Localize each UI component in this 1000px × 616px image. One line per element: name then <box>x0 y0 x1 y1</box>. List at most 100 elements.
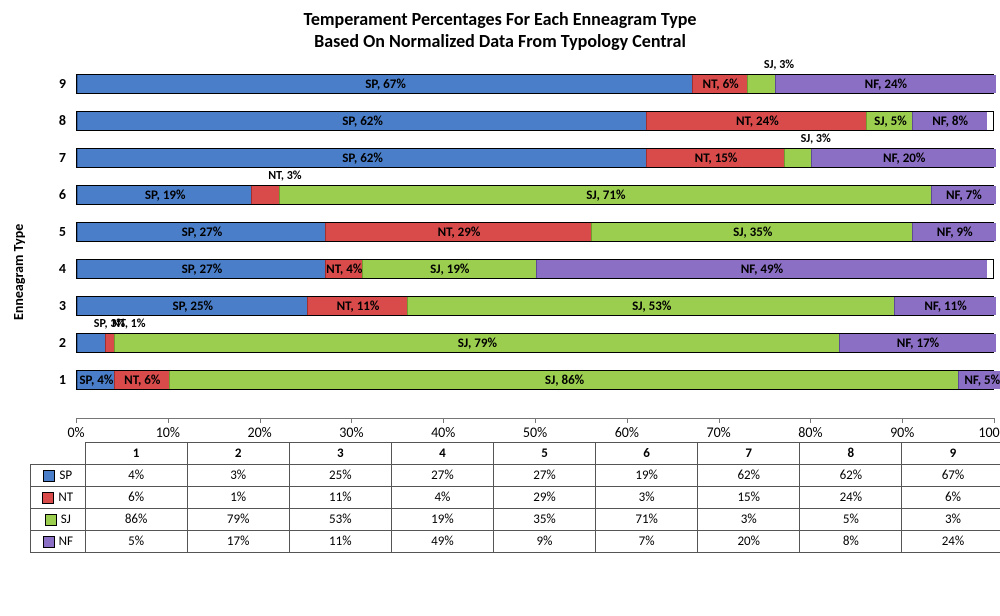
table-cell-SP-1: 4% <box>85 465 187 487</box>
bar-row-8: SP, 62%NT, 24%SJ, 5%NF, 8% <box>76 111 994 131</box>
bar-seg-5-NF: NF, 9% <box>912 223 996 241</box>
bar-seg-5-SJ: SJ, 35% <box>591 223 913 241</box>
bar-row-2: SJ, 79%NF, 17% <box>76 333 994 353</box>
y-tick-4: 4 <box>40 260 66 277</box>
legend-swatch-SP <box>43 470 55 482</box>
y-tick-6: 6 <box>40 186 66 203</box>
bar-seg-9-SJ <box>747 75 776 93</box>
table-cell-NF-2: 17% <box>187 531 289 553</box>
table-cell-SP-3: 25% <box>289 465 391 487</box>
x-tick-label-90: 90% <box>890 424 914 441</box>
bar-row-5: SP, 27%NT, 29%SJ, 35%NF, 9% <box>76 222 994 242</box>
legend-swatch-NF <box>43 536 55 548</box>
bar-seg-3-NF: NF, 11% <box>894 297 996 315</box>
bar-seg-7-SP: SP, 62% <box>77 149 647 167</box>
bar-row-9: SP, 67%NT, 6%NF, 24% <box>76 74 994 94</box>
table-cell-NF-6: 7% <box>596 531 698 553</box>
table-cell-NT-8: 24% <box>800 487 902 509</box>
x-tick-label-80: 80% <box>798 424 822 441</box>
y-tick-2: 2 <box>40 334 66 351</box>
bar-row-6: SP, 19% SJ, 71%NF, 7% <box>76 185 994 205</box>
table-cell-NT-3: 11% <box>289 487 391 509</box>
table-cell-SP-6: 19% <box>596 465 698 487</box>
table-cell-NT-2: 1% <box>187 487 289 509</box>
bar-seg-7-NT: NT, 15% <box>646 149 785 167</box>
bar-seg-8-NF: NF, 8% <box>912 112 986 130</box>
table-row-head-NF: NF <box>31 531 86 553</box>
x-tick-label-50: 50% <box>523 424 547 441</box>
bar-seg-6-NT <box>251 186 280 204</box>
bar-seg-6-SJ: SJ, 71% <box>279 186 932 204</box>
x-tick-mark-20 <box>260 418 261 423</box>
table-cell-SJ-3: 53% <box>289 509 391 531</box>
x-tick-mark-0 <box>76 418 77 423</box>
table-col-5: 5 <box>493 443 595 465</box>
table-cell-SJ-2: 79% <box>187 509 289 531</box>
x-tick-mark-90 <box>902 418 903 423</box>
bar-seg-4-NF: NF, 49% <box>536 260 987 278</box>
bar-seg-9-SP: SP, 67% <box>77 75 693 93</box>
x-tick-mark-10 <box>168 418 169 423</box>
table-col-3: 3 <box>289 443 391 465</box>
bar-outlabel-7-SJ: SJ, 3% <box>801 132 831 146</box>
x-tick-mark-30 <box>351 418 352 423</box>
table-cell-NT-9: 6% <box>902 487 1000 509</box>
bar-seg-2-SJ: SJ, 79% <box>114 334 840 352</box>
bar-row-4: SP, 27%NT, 4%SJ, 19%NF, 49% <box>76 259 994 279</box>
bar-outlabel-9-SJ: SJ, 3% <box>764 58 794 72</box>
y-tick-5: 5 <box>40 223 66 240</box>
table-col-7: 7 <box>698 443 800 465</box>
table-cell-NF-3: 11% <box>289 531 391 553</box>
bar-seg-3-SJ: SJ, 53% <box>407 297 895 315</box>
table-row-head-SJ: SJ <box>31 509 86 531</box>
bar-seg-3-NT: NT, 11% <box>307 297 409 315</box>
x-tick-label-100: 100% <box>978 424 1000 441</box>
bar-seg-1-NT: NT, 6% <box>114 371 170 389</box>
table-cell-SJ-7: 3% <box>698 509 800 531</box>
table-cell-SJ-4: 19% <box>391 509 493 531</box>
bar-outlabel-2-NT: NT, 1% <box>112 317 145 331</box>
x-tick-label-30: 30% <box>339 424 363 441</box>
table-cell-SJ-6: 71% <box>596 509 698 531</box>
bar-row-1: SP, 4%NT, 6%SJ, 86%NF, 5% <box>76 370 994 390</box>
table-cell-SP-8: 62% <box>800 465 902 487</box>
x-tick-mark-80 <box>810 418 811 423</box>
table-cell-SP-7: 62% <box>698 465 800 487</box>
chart-title-1: Temperament Percentages For Each Enneagr… <box>0 8 1000 30</box>
table-cell-NT-6: 3% <box>596 487 698 509</box>
table-col-1: 1 <box>85 443 187 465</box>
x-tick-mark-40 <box>443 418 444 423</box>
y-tick-1: 1 <box>40 371 66 388</box>
bar-seg-7-SJ <box>784 149 813 167</box>
y-tick-8: 8 <box>40 112 66 129</box>
table-row-head-SP: SP <box>31 465 86 487</box>
bar-seg-1-SP: SP, 4% <box>77 371 115 389</box>
bar-row-7: SP, 62%NT, 15%NF, 20% <box>76 148 994 168</box>
bar-seg-4-SP: SP, 27% <box>77 260 326 278</box>
bar-seg-5-SP: SP, 27% <box>77 223 326 241</box>
table-cell-SP-5: 27% <box>493 465 595 487</box>
table-cell-NT-4: 4% <box>391 487 493 509</box>
x-tick-label-0: 0% <box>67 424 84 441</box>
table-col-4: 4 <box>391 443 493 465</box>
chart-container: { "title_line1":"Temperament Percentages… <box>0 0 1000 616</box>
table-col-8: 8 <box>800 443 902 465</box>
table-cell-NF-1: 5% <box>85 531 187 553</box>
chart-title-2: Based On Normalized Data From Typology C… <box>0 30 1000 52</box>
table-cell-NT-1: 6% <box>85 487 187 509</box>
table-cell-NF-4: 49% <box>391 531 493 553</box>
legend-swatch-SJ <box>45 514 57 526</box>
x-tick-label-10: 10% <box>156 424 180 441</box>
x-tick-mark-70 <box>719 418 720 423</box>
table-cell-NF-5: 9% <box>493 531 595 553</box>
bar-seg-6-NF: NF, 7% <box>931 186 996 204</box>
y-tick-9: 9 <box>40 75 66 92</box>
table-row-head-NT: NT <box>31 487 86 509</box>
bar-seg-5-NT: NT, 29% <box>325 223 592 241</box>
table-cell-SJ-1: 86% <box>85 509 187 531</box>
x-tick-mark-60 <box>627 418 628 423</box>
table-cell-SJ-9: 3% <box>902 509 1000 531</box>
y-axis-label: Enneagram Type <box>10 224 27 320</box>
table-cell-SP-4: 27% <box>391 465 493 487</box>
bar-seg-6-SP: SP, 19% <box>77 186 252 204</box>
